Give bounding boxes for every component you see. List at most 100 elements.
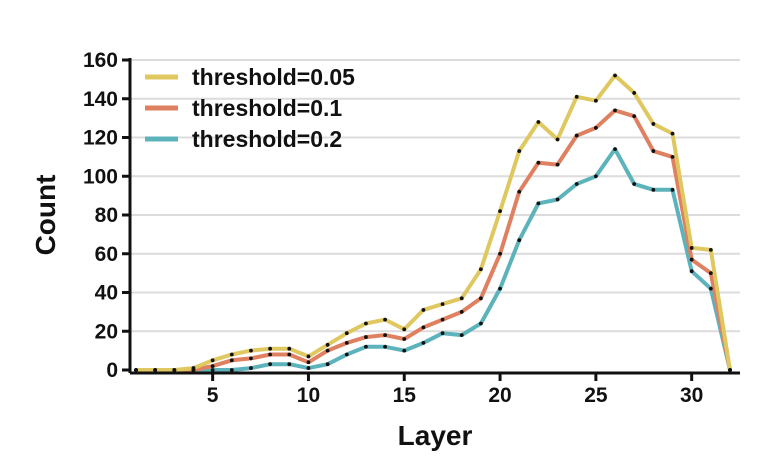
data-point [651,122,656,126]
y-tick-label: 40 [95,282,118,305]
data-point [421,325,426,330]
data-point [440,302,445,307]
data-point [421,340,426,345]
data-point [306,360,311,365]
data-point [364,321,368,326]
data-point [306,366,311,370]
data-point [402,327,407,332]
data-point [325,342,330,347]
data-point [479,321,483,326]
data-point [268,352,273,357]
legend-label: threshold=0.1 [192,95,342,121]
data-point [172,368,177,372]
data-point [517,189,522,194]
data-point [287,352,292,357]
legend-label: threshold=0.05 [192,64,355,90]
legend-label: threshold=0.2 [192,126,342,152]
data-point [402,348,407,353]
data-point [613,147,617,152]
data-point [306,354,311,359]
data-point [459,309,464,314]
data-point [229,358,234,363]
data-point [689,257,694,262]
data-point [459,296,464,301]
x-tick-label: 15 [393,384,417,407]
data-point [249,366,253,370]
data-point [689,269,694,274]
y-tick-label: 0 [106,359,118,382]
data-point [574,133,579,138]
data-point [593,174,598,179]
ticks: 0 20 40 60 80 100 120 140 160 5 10 15 20 25 30 [83,49,703,407]
data-point [229,368,234,372]
data-point [708,286,713,291]
data-point [210,358,215,363]
data-point [670,131,675,136]
y-tick-label: 120 [83,127,118,150]
data-point [555,162,560,167]
x-tick-label: 25 [584,384,608,407]
data-point [574,182,579,186]
y-tick-label: 20 [95,320,118,343]
data-point [383,344,387,349]
data-point [689,246,694,250]
data-point [574,94,579,99]
data-point [708,247,713,252]
data-point [498,286,502,291]
data-point [287,362,292,367]
y-tick-label: 160 [83,49,118,72]
data-point [498,251,502,256]
data-point [536,120,541,124]
data-point [632,91,637,95]
x-tick-label: 20 [488,384,511,407]
data-point [536,201,541,206]
data-point [632,114,637,119]
data-point [440,317,445,322]
series-line [136,73,732,372]
data-point [153,368,158,372]
x-tick-label: 30 [680,384,703,407]
y-tick-label: 60 [95,243,118,266]
data-point [632,182,637,186]
data-point [555,137,560,142]
data-point [268,362,273,367]
data-point [191,368,196,372]
data-point [268,346,273,351]
data-point [364,335,368,339]
legend: threshold=0.05 threshold=0.1 threshold=0.2 [145,64,355,152]
data-point [344,352,349,357]
data-point [517,238,522,243]
data-point [651,187,656,192]
data-point [402,337,407,341]
y-tick-label: 100 [83,165,118,188]
x-tick-label: 10 [297,384,320,407]
data-point [249,348,253,353]
data-point [517,149,522,153]
data-point [325,362,330,367]
data-point [708,271,713,276]
data-point [421,308,426,312]
data-point [344,340,349,345]
data-point [459,333,464,338]
data-point [344,331,349,336]
data-point [613,108,617,113]
data-point [229,352,234,357]
y-axis-title: Count [30,175,61,256]
data-point [325,348,330,353]
data-point [440,331,445,336]
series-line [136,108,732,372]
data-point [134,368,138,372]
data-point [383,333,387,338]
data-point [728,368,732,372]
data-point [249,356,253,361]
y-tick-label: 80 [95,204,118,227]
data-point [593,98,598,103]
data-point [651,149,656,153]
series-line [136,147,732,372]
data-point [536,160,541,165]
data-point [383,317,387,322]
data-point [613,73,617,78]
data-point [479,267,483,272]
data-point [670,187,675,192]
